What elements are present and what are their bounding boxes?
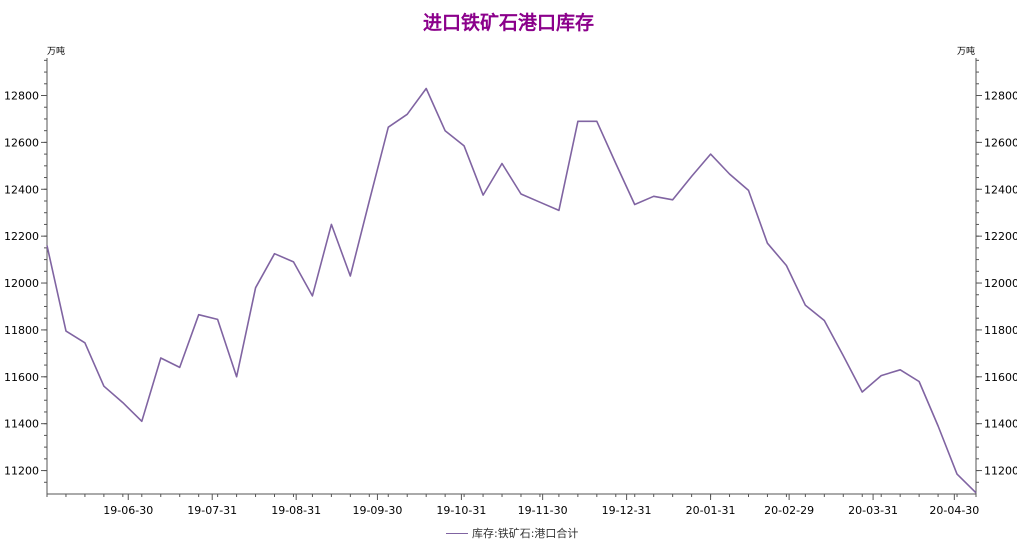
- x-tick-label: 19-09-30: [352, 504, 402, 517]
- y-tick-label-left: 11800: [4, 324, 39, 337]
- y-tick-label-left: 12800: [4, 90, 39, 103]
- y-tick-label-left: 11600: [4, 371, 39, 384]
- x-tick-label: 19-06-30: [103, 504, 153, 517]
- y-tick-label-right: 12400: [984, 183, 1017, 196]
- legend-swatch: [446, 532, 468, 534]
- y-tick-label-left: 11400: [4, 418, 39, 431]
- series-line: [46, 87, 977, 494]
- x-tick-label: 19-07-31: [187, 504, 237, 517]
- right-axis-unit: 万吨: [957, 47, 976, 57]
- chart-title: 进口铁矿石港口库存: [422, 12, 594, 34]
- y-tick-label-right: 11800: [984, 324, 1017, 337]
- x-tick-label: 19-08-31: [271, 504, 321, 517]
- x-tick-label: 19-12-31: [602, 504, 652, 517]
- y-tick-label-right: 12600: [984, 136, 1017, 149]
- y-tick-label-right: 11400: [984, 418, 1017, 431]
- x-tick-label: 20-03-31: [848, 504, 898, 517]
- y-tick-label-right: 12800: [984, 90, 1017, 103]
- x-tick-label: 20-04-30: [929, 504, 979, 517]
- y-tick-label-right: 12000: [984, 277, 1017, 290]
- chart-axes: 11200 11200 11400 11400 11600 11600 11800 11800…: [4, 58, 1017, 517]
- y-tick-label-left: 12000: [4, 277, 39, 290]
- x-tick-label: 19-11-30: [518, 504, 568, 517]
- y-tick-label-left: 12600: [4, 136, 39, 149]
- y-tick-label-right: 12200: [984, 230, 1017, 243]
- legend: 库存:铁矿石:港口合计: [446, 525, 578, 541]
- x-tick-label: 19-10-31: [436, 504, 486, 517]
- y-tick-label-left: 12400: [4, 183, 39, 196]
- plot-area: [46, 87, 977, 494]
- legend-label: 库存:铁矿石:港口合计: [472, 527, 579, 540]
- x-tick-label: 20-02-29: [764, 504, 814, 517]
- left-axis-unit: 万吨: [47, 47, 66, 57]
- y-tick-label-right: 11600: [984, 371, 1017, 384]
- y-tick-label-left: 11200: [4, 465, 39, 478]
- y-tick-label-right: 11200: [984, 465, 1017, 478]
- y-tick-label-left: 12200: [4, 230, 39, 243]
- x-tick-label: 20-01-31: [686, 504, 736, 517]
